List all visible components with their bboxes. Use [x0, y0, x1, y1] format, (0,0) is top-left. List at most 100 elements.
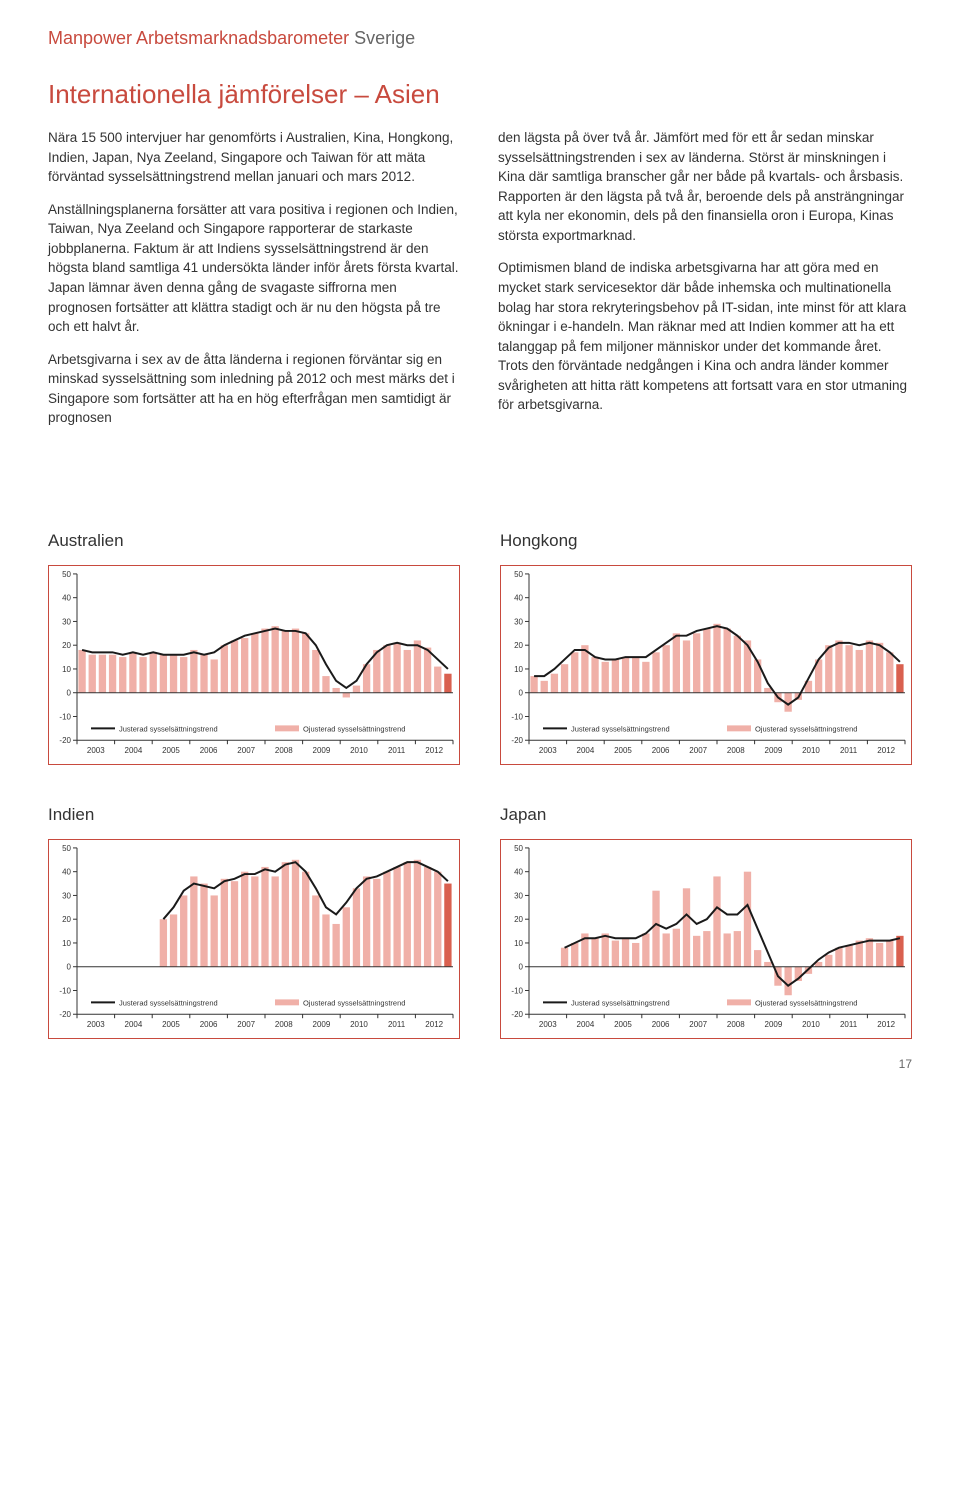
- svg-text:10: 10: [514, 665, 523, 674]
- body-paragraph: Nära 15 500 intervjuer har genomförts i …: [48, 128, 462, 187]
- chart-svg: -20-100102030405020032004200520062007200…: [501, 566, 911, 764]
- svg-text:2003: 2003: [539, 746, 557, 755]
- svg-text:2005: 2005: [162, 746, 180, 755]
- svg-text:2009: 2009: [765, 746, 783, 755]
- svg-text:2007: 2007: [689, 746, 707, 755]
- chart-frame: -20 -10 0 10 20 30 40 50 2003 2004 2005 2006 2007 200…: [48, 565, 460, 765]
- svg-text:2006: 2006: [652, 1020, 670, 1029]
- svg-text:2009: 2009: [313, 746, 331, 755]
- svg-text:2007: 2007: [237, 746, 255, 755]
- svg-text:2006: 2006: [200, 746, 218, 755]
- svg-text:20: 20: [514, 915, 523, 924]
- chart-title: Indien: [48, 805, 460, 825]
- svg-text:2005: 2005: [614, 1020, 632, 1029]
- svg-text:20: 20: [62, 915, 71, 924]
- svg-text:2004: 2004: [577, 1020, 595, 1029]
- svg-text:30: 30: [62, 891, 71, 900]
- section-title: Internationella jämförelser – Asien: [48, 79, 912, 110]
- chart-frame: -20-100102030405020032004200520062007200…: [500, 839, 912, 1039]
- svg-text:2005: 2005: [614, 746, 632, 755]
- country-name: Sverige: [354, 28, 415, 48]
- svg-text:2003: 2003: [539, 1020, 557, 1029]
- svg-text:-10: -10: [59, 712, 71, 721]
- chart-title: Hongkong: [500, 531, 912, 551]
- svg-text:0: 0: [67, 963, 72, 972]
- chart-svg: -20-100102030405020032004200520062007200…: [501, 840, 911, 1038]
- chart-svg: -20 -10 0 10 20 30 40 50 2003 2004 2005 2006 2007 200…: [49, 566, 459, 764]
- svg-text:2011: 2011: [388, 746, 406, 755]
- svg-text:Justerad sysselsättningstrend: Justerad sysselsättningstrend: [571, 998, 670, 1007]
- svg-text:40: 40: [62, 594, 71, 603]
- svg-text:10: 10: [62, 939, 71, 948]
- body-paragraph: Arbetsgivarna i sex av de åtta länderna …: [48, 350, 462, 428]
- svg-text:0: 0: [519, 689, 524, 698]
- svg-text:2008: 2008: [275, 1020, 293, 1029]
- svg-text:50: 50: [62, 844, 71, 853]
- svg-text:2008: 2008: [727, 1020, 745, 1029]
- svg-text:2004: 2004: [125, 746, 143, 755]
- chart-hongkong: Hongkong -20-100102030405020032004200520…: [500, 531, 912, 765]
- svg-text:20: 20: [62, 641, 71, 650]
- svg-text:Ojusterad sysselsättningstrend: Ojusterad sysselsättningstrend: [755, 998, 857, 1007]
- svg-text:30: 30: [514, 891, 523, 900]
- svg-text:40: 40: [514, 594, 523, 603]
- svg-text:-20: -20: [511, 736, 523, 745]
- svg-text:30: 30: [62, 617, 71, 626]
- svg-text:2008: 2008: [275, 746, 293, 755]
- svg-text:50: 50: [514, 570, 523, 579]
- svg-text:-20: -20: [511, 1010, 523, 1019]
- svg-text:-10: -10: [511, 712, 523, 721]
- body-columns: Nära 15 500 intervjuer har genomförts i …: [48, 128, 912, 441]
- svg-text:2011: 2011: [840, 1020, 858, 1029]
- svg-text:Ojusterad sysselsättningstrend: Ojusterad sysselsättningstrend: [303, 724, 405, 733]
- svg-text:20: 20: [514, 641, 523, 650]
- chart-frame: -20-100102030405020032004200520062007200…: [48, 839, 460, 1039]
- left-column: Nära 15 500 intervjuer har genomförts i …: [48, 128, 462, 441]
- chart-indien: Indien -20-10010203040502003200420052006…: [48, 805, 460, 1039]
- svg-text:2010: 2010: [350, 1020, 368, 1029]
- svg-text:-20: -20: [59, 1010, 71, 1019]
- body-paragraph: den lägsta på över två år. Jämfört med f…: [498, 128, 912, 245]
- body-paragraph: Optimismen bland de indiska arbetsgivarn…: [498, 258, 912, 415]
- svg-text:2007: 2007: [237, 1020, 255, 1029]
- svg-text:50: 50: [62, 570, 71, 579]
- svg-text:2008: 2008: [727, 746, 745, 755]
- chart-svg: -20-100102030405020032004200520062007200…: [49, 840, 459, 1038]
- chart-title: Japan: [500, 805, 912, 825]
- svg-text:2010: 2010: [802, 746, 820, 755]
- svg-text:-20: -20: [59, 736, 71, 745]
- svg-text:2012: 2012: [877, 746, 895, 755]
- svg-text:2011: 2011: [388, 1020, 406, 1029]
- svg-text:40: 40: [514, 868, 523, 877]
- svg-text:30: 30: [514, 617, 523, 626]
- svg-text:2012: 2012: [425, 1020, 443, 1029]
- svg-text:2003: 2003: [87, 746, 105, 755]
- svg-text:2007: 2007: [689, 1020, 707, 1029]
- svg-text:2012: 2012: [425, 746, 443, 755]
- body-paragraph: Anställningsplanerna forsätter att vara …: [48, 200, 462, 337]
- svg-text:2003: 2003: [87, 1020, 105, 1029]
- svg-text:Ojusterad sysselsättningstrend: Ojusterad sysselsättningstrend: [303, 998, 405, 1007]
- svg-text:2009: 2009: [313, 1020, 331, 1029]
- svg-text:2006: 2006: [652, 746, 670, 755]
- svg-text:-10: -10: [511, 986, 523, 995]
- svg-text:10: 10: [514, 939, 523, 948]
- svg-text:Justerad sysselsättningstrend: Justerad sysselsättningstrend: [571, 724, 670, 733]
- svg-text:0: 0: [67, 689, 72, 698]
- chart-title: Australien: [48, 531, 460, 551]
- svg-text:2006: 2006: [200, 1020, 218, 1029]
- svg-text:0: 0: [519, 963, 524, 972]
- svg-text:2010: 2010: [350, 746, 368, 755]
- svg-text:2010: 2010: [802, 1020, 820, 1029]
- svg-text:10: 10: [62, 665, 71, 674]
- chart-australien: Australien -20 -10 0 10 20 30 40 50 2003 2004 2005…: [48, 531, 460, 765]
- chart-frame: -20-100102030405020032004200520062007200…: [500, 565, 912, 765]
- svg-text:Justerad sysselsättningstrend: Justerad sysselsättningstrend: [119, 998, 218, 1007]
- svg-text:Ojusterad sysselsättningstrend: Ojusterad sysselsättningstrend: [755, 724, 857, 733]
- right-column: den lägsta på över två år. Jämfört med f…: [498, 128, 912, 441]
- svg-text:2009: 2009: [765, 1020, 783, 1029]
- charts-grid: Australien -20-1001020304050200320042005…: [48, 531, 912, 1039]
- svg-text:2012: 2012: [877, 1020, 895, 1029]
- brand-name: Manpower Arbetsmarknadsbarometer: [48, 28, 349, 48]
- svg-text:40: 40: [62, 868, 71, 877]
